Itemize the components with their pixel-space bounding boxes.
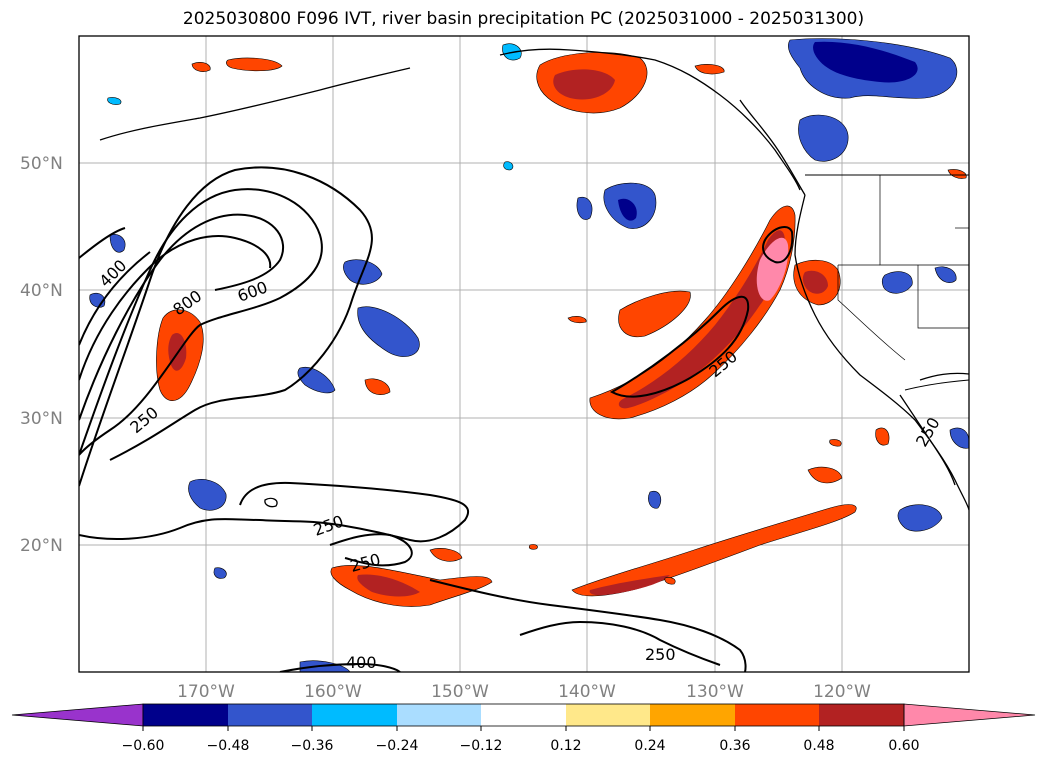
blob-neg-7 bbox=[109, 234, 126, 253]
coast-alaska-aleutians bbox=[99, 67, 411, 141]
blob-neg-13 bbox=[648, 490, 662, 509]
colorbar: −0.60 −0.48 −0.36 −0.24 −0.12 0.12 0.24 … bbox=[11, 703, 1036, 754]
blob-neg-6 bbox=[188, 479, 227, 511]
colorbar-frame bbox=[142, 703, 905, 727]
lon-label-160w: 160°W bbox=[304, 682, 362, 702]
lat-label-30n: 30°N bbox=[20, 409, 63, 429]
lat-label-40n: 40°N bbox=[20, 281, 63, 301]
blob-neg-ne2 bbox=[798, 114, 849, 162]
blob-neg-17 bbox=[107, 97, 122, 105]
colorbar-seg-1 bbox=[143, 704, 228, 726]
map-frame bbox=[78, 35, 970, 673]
latitude-labels: 50°N 40°N 30°N 20°N bbox=[20, 154, 63, 556]
blob-neg-1-core bbox=[618, 198, 637, 221]
lon-label-120w: 120°W bbox=[813, 682, 871, 702]
longitude-labels: 170°W 160°W 150°W 140°W 130°W 120°W bbox=[177, 682, 871, 702]
coastlines bbox=[99, 48, 969, 511]
colorbar-ticks bbox=[142, 726, 905, 731]
blob-pos-9-core bbox=[357, 574, 420, 597]
coast-alaska-south bbox=[499, 48, 801, 191]
contour-600 bbox=[79, 213, 285, 421]
contour-250-south bbox=[79, 481, 470, 543]
blob-neg-3 bbox=[357, 306, 420, 357]
colorbar-label-neg012: −0.12 bbox=[460, 738, 503, 754]
coast-westcoast bbox=[794, 194, 969, 511]
blob-neg-9 bbox=[897, 504, 943, 532]
blob-pos-16 bbox=[829, 439, 842, 447]
colorbar-label-neg048: −0.48 bbox=[207, 738, 250, 754]
blob-pos-10 bbox=[429, 548, 463, 562]
blob-pos-2 bbox=[226, 57, 283, 72]
colorbar-seg-2 bbox=[228, 704, 312, 726]
contour-label-250-bottom: 250 bbox=[645, 645, 676, 664]
lon-label-150w: 150°W bbox=[431, 682, 489, 702]
border-states-4 bbox=[917, 265, 969, 329]
colorbar-arrow-left bbox=[11, 703, 144, 727]
blob-neg-10 bbox=[881, 271, 913, 294]
contour-400-bottom bbox=[279, 662, 401, 672]
contour-800 bbox=[79, 235, 272, 381]
blob-neg-2 bbox=[576, 196, 593, 220]
blob-pos-7 bbox=[364, 378, 391, 395]
blob-pos-8 bbox=[567, 316, 587, 324]
blob-pos-4 bbox=[694, 64, 725, 75]
colorbar-label-neg060: −0.60 bbox=[122, 738, 165, 754]
blob-neg-18 bbox=[503, 161, 514, 171]
contour-label-400-bottom: 400 bbox=[346, 653, 377, 672]
colorbar-seg-7 bbox=[650, 704, 735, 726]
colorbar-label-024: 0.24 bbox=[634, 738, 665, 754]
colorbar-label-neg036: −0.36 bbox=[291, 738, 334, 754]
contour-250-outer bbox=[79, 166, 373, 487]
blob-pos-3 bbox=[191, 62, 211, 72]
blob-pos-sband-core bbox=[589, 575, 670, 596]
contour-inner bbox=[79, 251, 151, 346]
blob-pos-11 bbox=[807, 466, 843, 484]
border-us-mexico bbox=[904, 379, 969, 391]
lat-label-50n: 50°N bbox=[20, 154, 63, 174]
border-states-3 bbox=[837, 265, 906, 361]
contour-250-bottom2 bbox=[519, 620, 721, 666]
colorbar-label-036: 0.36 bbox=[719, 738, 750, 754]
lat-label-20n: 20°N bbox=[20, 536, 63, 556]
lon-label-170w: 170°W bbox=[177, 682, 235, 702]
blob-neg-16 bbox=[213, 567, 227, 579]
blob-pos-12 bbox=[875, 427, 890, 446]
contour-250-ar-top bbox=[762, 225, 794, 264]
colorbar-label-048: 0.48 bbox=[803, 738, 834, 754]
blob-pos-ca-core bbox=[802, 270, 828, 294]
colorbar-seg-9 bbox=[819, 704, 904, 726]
contour-250-south2 bbox=[329, 533, 413, 567]
contour-250-ar bbox=[609, 295, 750, 398]
blob-neg-11 bbox=[934, 266, 957, 283]
colorbar-arrow-right bbox=[903, 703, 1036, 727]
contour-250-bottom bbox=[429, 579, 747, 672]
lon-label-130w: 130°W bbox=[686, 682, 744, 702]
colorbar-seg-3 bbox=[312, 704, 397, 726]
blob-pos-14 bbox=[528, 544, 538, 550]
blob-neg-14 bbox=[949, 427, 969, 449]
colorbar-seg-6 bbox=[566, 704, 650, 726]
ivt-contours bbox=[79, 166, 794, 672]
coast-mexico bbox=[919, 372, 969, 381]
blob-pos-6 bbox=[618, 290, 691, 338]
blob-pos-15 bbox=[664, 577, 676, 585]
colorbar-seg-5 bbox=[481, 704, 566, 726]
coast-hawaii-1 bbox=[264, 497, 278, 508]
coast-baja bbox=[899, 394, 956, 486]
colorbar-label-012: 0.12 bbox=[550, 738, 581, 754]
blob-pos-nw-core bbox=[553, 69, 615, 100]
colorbar-label-neg024: −0.24 bbox=[376, 738, 419, 754]
colorbar-seg-4 bbox=[397, 704, 481, 726]
contour-top-left bbox=[79, 227, 126, 259]
blob-neg-ne-core bbox=[813, 41, 918, 83]
map-title: 2025030800 F096 IVT, river basin precipi… bbox=[182, 9, 865, 29]
coast-bc bbox=[739, 99, 806, 196]
colorbar-label-060: 0.60 bbox=[888, 738, 919, 754]
colorbar-seg-8 bbox=[735, 704, 819, 726]
lon-label-140w: 140°W bbox=[558, 682, 616, 702]
